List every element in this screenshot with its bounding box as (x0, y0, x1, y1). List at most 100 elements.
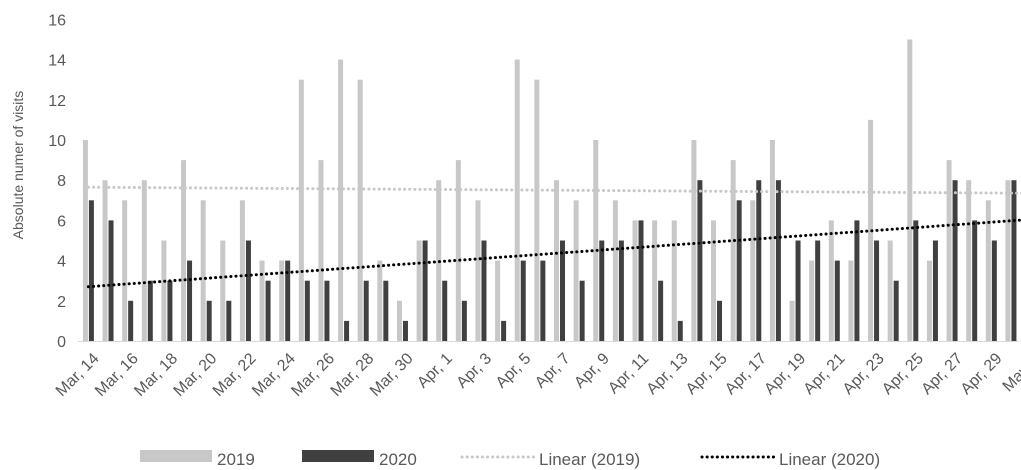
y-axis-title: Absolute numer of visits (10, 91, 26, 240)
bar-2020 (187, 260, 193, 341)
bar-2020 (717, 300, 723, 341)
bar-2019 (396, 300, 402, 341)
bar-2020 (854, 220, 860, 341)
legend-label: Linear (2019) (539, 450, 640, 469)
bar-2020 (599, 240, 605, 341)
bar-2019 (730, 160, 736, 341)
x-tick-label: Mar, 22 (210, 350, 260, 400)
bar-2020 (88, 200, 94, 341)
bar-2019 (495, 260, 501, 341)
bar-2019 (338, 59, 344, 341)
bar-2020 (913, 220, 919, 341)
bar-2019 (122, 200, 128, 341)
y-tick-label: 8 (57, 173, 66, 190)
bar-2019 (612, 200, 618, 341)
x-tick-label: Apr, 7 (532, 350, 574, 392)
x-tick-label: Mar, 24 (249, 350, 299, 400)
x-tick-label: Mar, 18 (131, 350, 181, 400)
bar-2020 (697, 180, 703, 341)
legend-label: 2019 (217, 450, 255, 469)
x-tick-label: Apr, 23 (840, 350, 888, 398)
bar-2019 (298, 79, 304, 341)
bar-2020 (363, 280, 369, 341)
bar-2020 (520, 260, 526, 341)
bar-2019 (926, 260, 932, 341)
x-tick-label: Apr, 3 (454, 350, 496, 392)
y-tick-label: 12 (48, 93, 66, 110)
bar-2020 (265, 280, 271, 341)
bar-2020 (736, 200, 742, 341)
bar-2019 (514, 59, 520, 341)
bar-2019 (966, 180, 972, 341)
bar-2019 (357, 79, 363, 341)
legend-swatch (302, 450, 374, 462)
bar-2019 (279, 260, 285, 341)
bar-2020 (481, 240, 487, 341)
x-tick-label: Apr, 27 (918, 350, 966, 398)
x-tick-label: Apr, 25 (879, 350, 927, 398)
y-axis-ticks: 0 2 4 6 8 10 12 14 16 (48, 12, 66, 351)
bar-2019 (102, 180, 108, 341)
x-tick-label: Mar, 30 (367, 350, 417, 400)
x-tick-label: Apr, 1 (414, 350, 456, 392)
bar-2020 (383, 280, 389, 341)
bar-2020 (795, 240, 801, 341)
bar-2019 (809, 260, 815, 341)
bar-2020 (874, 240, 880, 341)
bar-2019 (691, 140, 697, 341)
bar-2020 (226, 300, 232, 341)
x-tick-label: Mar, 20 (171, 350, 221, 400)
bar-2020 (618, 240, 624, 341)
bar-2019 (318, 160, 324, 341)
bar-2019 (553, 180, 559, 341)
bar-2019 (534, 79, 540, 341)
bar-2019 (769, 140, 775, 341)
bar-2020 (422, 240, 428, 341)
bar-2020 (324, 280, 330, 341)
bar-2019 (455, 160, 461, 341)
bar-2020 (501, 320, 507, 341)
bar-2020 (658, 280, 664, 341)
bar-2019 (593, 140, 599, 341)
bar-2020 (834, 260, 840, 341)
bar-2019 (711, 220, 717, 341)
bar-2020 (108, 220, 114, 341)
bar-2020 (128, 300, 134, 341)
bar-2020 (579, 280, 585, 341)
bar-2020 (932, 240, 938, 341)
bar-2019 (82, 140, 88, 341)
bar-2019 (1005, 180, 1011, 341)
x-tick-label: Mar, 26 (288, 350, 338, 400)
bar-2020 (677, 320, 683, 341)
x-tick-label: Apr, 19 (761, 350, 809, 398)
bar-2020 (1011, 180, 1017, 341)
bar-2020 (442, 280, 448, 341)
bar-2020 (775, 180, 781, 341)
x-tick-label: Apr, 15 (683, 350, 731, 398)
legend-label: Linear (2020) (779, 450, 880, 469)
bar-2019 (946, 160, 952, 341)
bar-2020 (638, 220, 644, 341)
bar-2020 (952, 180, 958, 341)
x-tick-label: Apr, 21 (801, 350, 849, 398)
bar-2019 (416, 240, 422, 341)
x-tick-label: Mar, 14 (53, 350, 103, 400)
bar-2020 (815, 240, 821, 341)
bar-2019 (259, 260, 265, 341)
bar-2020 (344, 320, 350, 341)
y-tick-label: 2 (57, 294, 66, 311)
bar-2019 (161, 240, 167, 341)
bar-2019 (652, 220, 658, 341)
trendline-linear-2019- (86, 185, 1021, 195)
bar-2019 (573, 200, 579, 341)
bar-2020 (991, 240, 997, 341)
bar-2019 (200, 200, 206, 341)
bar-2019 (848, 260, 854, 341)
bar-2019 (887, 240, 893, 341)
bar-2019 (789, 300, 795, 341)
y-tick-label: 6 (57, 213, 66, 230)
x-tick-label: Apr, 29 (958, 350, 1006, 398)
x-tick-label: Mar, 16 (92, 350, 142, 400)
